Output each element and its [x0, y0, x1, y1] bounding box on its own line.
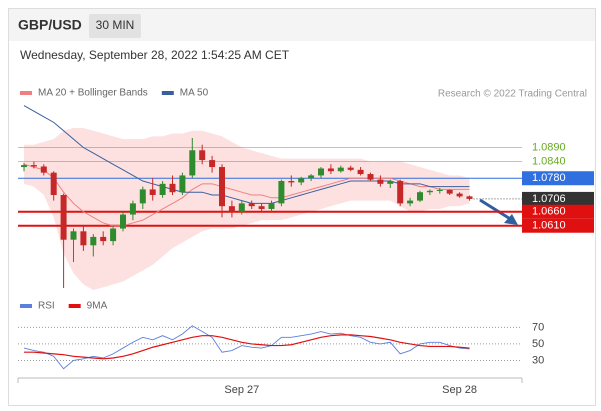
candle-body — [199, 150, 206, 161]
level-label: 1.0660 — [532, 206, 566, 218]
level-label: 1.0610 — [532, 220, 566, 232]
ma-line — [23, 105, 470, 204]
candle-body — [219, 167, 225, 207]
candle-body — [50, 172, 57, 195]
candle-body — [456, 193, 463, 197]
candle-body — [397, 181, 404, 204]
candle-body — [120, 214, 126, 229]
arrow — [479, 198, 513, 222]
bollinger-band — [24, 127, 470, 290]
candle-body — [70, 231, 77, 240]
candle-body — [80, 231, 87, 246]
timeframe-badge — [89, 14, 141, 38]
legend-label: RSI — [38, 301, 55, 312]
level-label: 1.0890 — [532, 141, 566, 153]
candle-body — [159, 183, 166, 195]
legend-label: 9MA — [87, 301, 108, 312]
candle-body — [179, 175, 186, 193]
legend-swatch — [20, 91, 32, 95]
candle-body — [466, 196, 473, 199]
candle-body — [169, 183, 176, 193]
candle-body — [60, 195, 67, 240]
candle-body — [446, 189, 453, 194]
legend-label: MA 50 — [180, 88, 209, 99]
candle-body — [278, 181, 285, 204]
candle-body — [308, 175, 315, 179]
candle-body — [139, 189, 146, 204]
candle-body — [426, 190, 433, 193]
candle-body — [407, 200, 414, 204]
level-box — [522, 204, 594, 219]
x-tick-label: Sep 28 — [442, 384, 477, 396]
series-line — [23, 325, 470, 370]
candle-body — [268, 203, 275, 209]
timeframe: 30 MIN — [96, 18, 135, 32]
candle-body — [248, 203, 255, 207]
candle-body — [337, 167, 344, 172]
candle-body — [327, 168, 334, 172]
candle-body — [189, 150, 196, 176]
candle-body — [30, 165, 37, 167]
level-box — [522, 171, 594, 186]
candle-body — [149, 189, 156, 195]
ma-line — [23, 163, 470, 227]
arrow-head — [504, 214, 518, 225]
candle-body — [129, 203, 136, 215]
y-tick-label: 30 — [532, 354, 544, 366]
level-box — [522, 191, 594, 206]
candle-body — [258, 206, 265, 209]
candle-body — [238, 203, 245, 212]
candle-body — [40, 166, 47, 173]
candle-body — [288, 181, 295, 183]
candle-body — [90, 236, 97, 246]
level-label: 1.0840 — [532, 155, 566, 167]
candle-body — [100, 236, 107, 242]
candle-body — [209, 160, 216, 168]
level-box — [522, 218, 594, 233]
candle-body — [436, 189, 443, 191]
x-tick-label: Sep 27 — [224, 384, 259, 396]
candle-body — [318, 168, 324, 176]
level-label: 1.0706 — [532, 193, 566, 205]
candle-body — [347, 167, 354, 170]
candle-body — [417, 192, 423, 201]
y-tick-label: 70 — [532, 321, 544, 333]
legend-swatch — [161, 91, 174, 95]
series-line — [24, 334, 470, 360]
level-label: 1.0780 — [532, 172, 566, 184]
candle-body — [387, 181, 394, 184]
candle-body — [110, 228, 117, 242]
candle-body — [357, 169, 364, 175]
y-tick-label: 50 — [532, 338, 544, 350]
candle-body — [228, 206, 235, 212]
datetime: Wednesday, September 28, 2022 1:54:25 AM… — [20, 48, 290, 62]
legend-swatch — [20, 304, 32, 308]
legend-label: MA 20 + Bollinger Bands — [38, 88, 148, 99]
source: Research © 2022 Trading Central — [438, 89, 587, 100]
legend-swatch — [68, 304, 81, 308]
candle-body — [298, 178, 305, 183]
candle-body — [367, 174, 374, 180]
candle-body — [21, 165, 27, 168]
symbol: GBP/USD — [18, 17, 82, 33]
candle-body — [377, 179, 384, 184]
